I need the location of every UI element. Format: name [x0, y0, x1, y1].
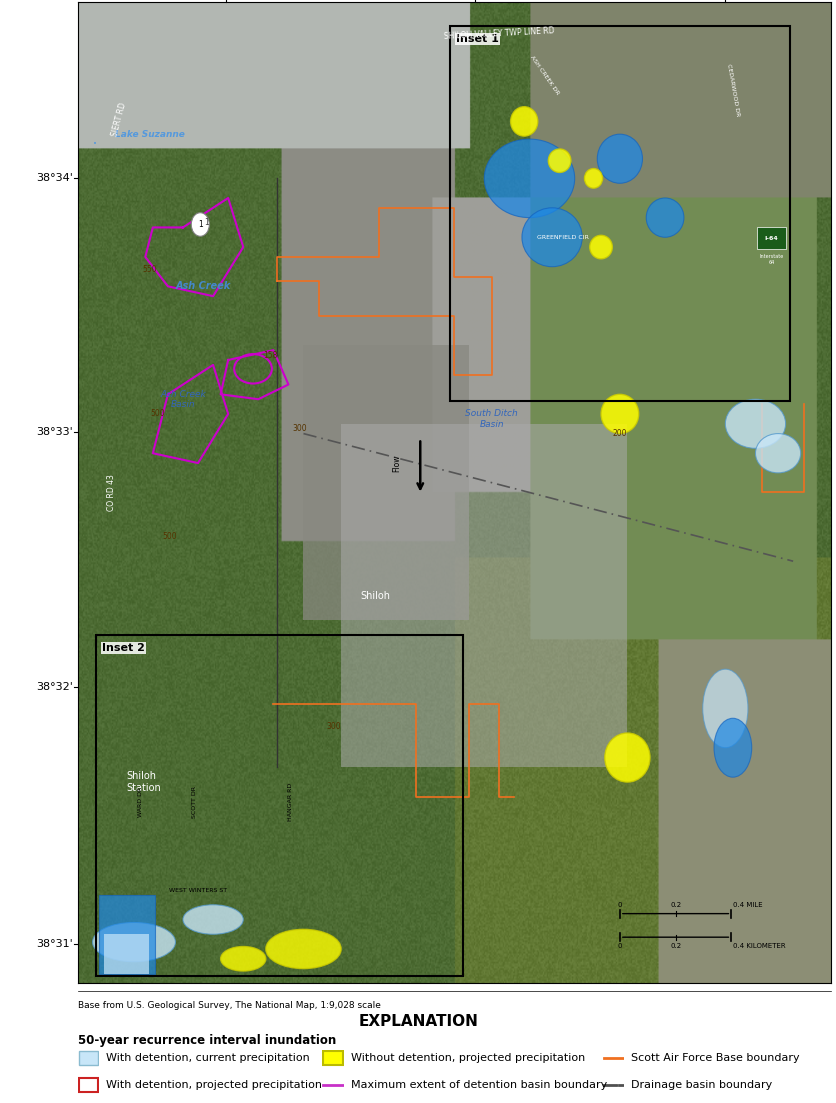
Ellipse shape: [484, 139, 574, 217]
Text: 0.2: 0.2: [670, 902, 681, 908]
Ellipse shape: [589, 235, 612, 259]
Text: EXPLANATION: EXPLANATION: [358, 1015, 478, 1029]
Bar: [303, 345, 469, 620]
Ellipse shape: [584, 169, 602, 189]
Text: Base from U.S. Geological Survey, The National Map, 1:9,028 scale: Base from U.S. Geological Survey, The Na…: [78, 1002, 380, 1010]
Text: South Ditch
Basin: South Ditch Basin: [465, 409, 517, 429]
Ellipse shape: [600, 394, 638, 433]
Ellipse shape: [522, 207, 582, 267]
Text: 300: 300: [326, 721, 340, 730]
Text: 0: 0: [617, 902, 621, 908]
Text: CEDARWOOD DR: CEDARWOOD DR: [725, 63, 739, 117]
Text: 0.4 MILE: 0.4 MILE: [732, 902, 762, 908]
Text: I-64: I-64: [763, 236, 777, 240]
Text: Inset 1: Inset 1: [455, 34, 498, 44]
Text: Flow: Flow: [392, 454, 401, 472]
Text: 200: 200: [612, 429, 626, 438]
Text: GREENFIELD CIR: GREENFIELD CIR: [537, 235, 589, 239]
Text: 0.2: 0.2: [670, 943, 681, 950]
Text: 500: 500: [163, 532, 177, 542]
Bar: [449, 26, 789, 401]
Text: 38°31': 38°31': [37, 939, 74, 949]
Text: Inset 2: Inset 2: [102, 643, 145, 653]
Ellipse shape: [597, 135, 642, 183]
Ellipse shape: [604, 733, 650, 782]
Text: 500: 500: [150, 409, 166, 418]
Text: Scott Air Force Base boundary: Scott Air Force Base boundary: [630, 1053, 798, 1063]
Text: 38°32': 38°32': [37, 682, 74, 692]
Ellipse shape: [510, 107, 538, 136]
Bar: [79, 1078, 98, 1092]
Text: Maximum extent of detention basin boundary: Maximum extent of detention basin bounda…: [350, 1080, 606, 1090]
Text: 1: 1: [197, 219, 202, 229]
Text: 50-year recurrence interval inundation: 50-year recurrence interval inundation: [78, 1035, 335, 1047]
Text: Ash Creek
Basin: Ash Creek Basin: [160, 389, 206, 409]
Ellipse shape: [755, 433, 800, 473]
Text: Drainage basin boundary: Drainage basin boundary: [630, 1080, 772, 1090]
Text: 158: 158: [263, 351, 278, 360]
Text: Ash Creek: Ash Creek: [176, 281, 231, 291]
Circle shape: [191, 213, 209, 236]
Text: 550: 550: [142, 265, 157, 275]
Bar: [341, 424, 627, 768]
Ellipse shape: [702, 670, 747, 748]
Bar: [79, 1051, 98, 1065]
Bar: [104, 934, 149, 974]
Text: 38°34': 38°34': [37, 173, 74, 183]
Text: SCOTT DR: SCOTT DR: [191, 785, 196, 817]
Text: With detention, current precipitation: With detention, current precipitation: [106, 1053, 309, 1063]
Text: 0: 0: [617, 943, 621, 950]
Text: 1: 1: [205, 218, 209, 227]
Text: WARD DR: WARD DR: [137, 786, 142, 817]
Ellipse shape: [221, 946, 266, 971]
Text: 300: 300: [292, 425, 307, 433]
Bar: [99, 895, 155, 974]
Bar: [96, 635, 462, 976]
Ellipse shape: [725, 399, 785, 448]
Ellipse shape: [713, 718, 751, 778]
Text: Lake Suzanne: Lake Suzanne: [115, 130, 185, 139]
Text: •: •: [93, 141, 96, 147]
Text: WEST WINTERS ST: WEST WINTERS ST: [169, 888, 227, 892]
Text: Without detention, projected precipitation: Without detention, projected precipitati…: [350, 1053, 584, 1063]
Ellipse shape: [93, 922, 176, 962]
Bar: [323, 1051, 343, 1065]
Text: SIERT RD: SIERT RD: [110, 101, 128, 138]
Text: 0.4 KILOMETER: 0.4 KILOMETER: [732, 943, 784, 950]
Text: ASH CREEK DR: ASH CREEK DR: [528, 55, 559, 96]
Ellipse shape: [548, 149, 570, 172]
Ellipse shape: [266, 930, 341, 968]
Ellipse shape: [183, 904, 243, 934]
Text: HANGAR RD: HANGAR RD: [288, 783, 293, 821]
Text: SHILOH VALLEY TWP LINE RD: SHILOH VALLEY TWP LINE RD: [443, 26, 554, 42]
Ellipse shape: [645, 197, 683, 237]
Text: Interstate
64: Interstate 64: [758, 254, 782, 265]
Text: Shiloh
Station: Shiloh Station: [126, 771, 161, 793]
Text: Shiloh: Shiloh: [359, 590, 390, 600]
Bar: [756, 227, 785, 249]
Text: With detention, projected precipitation: With detention, projected precipitation: [106, 1080, 322, 1090]
Text: 38°33': 38°33': [37, 427, 74, 437]
Text: CO RD 43: CO RD 43: [107, 474, 115, 511]
